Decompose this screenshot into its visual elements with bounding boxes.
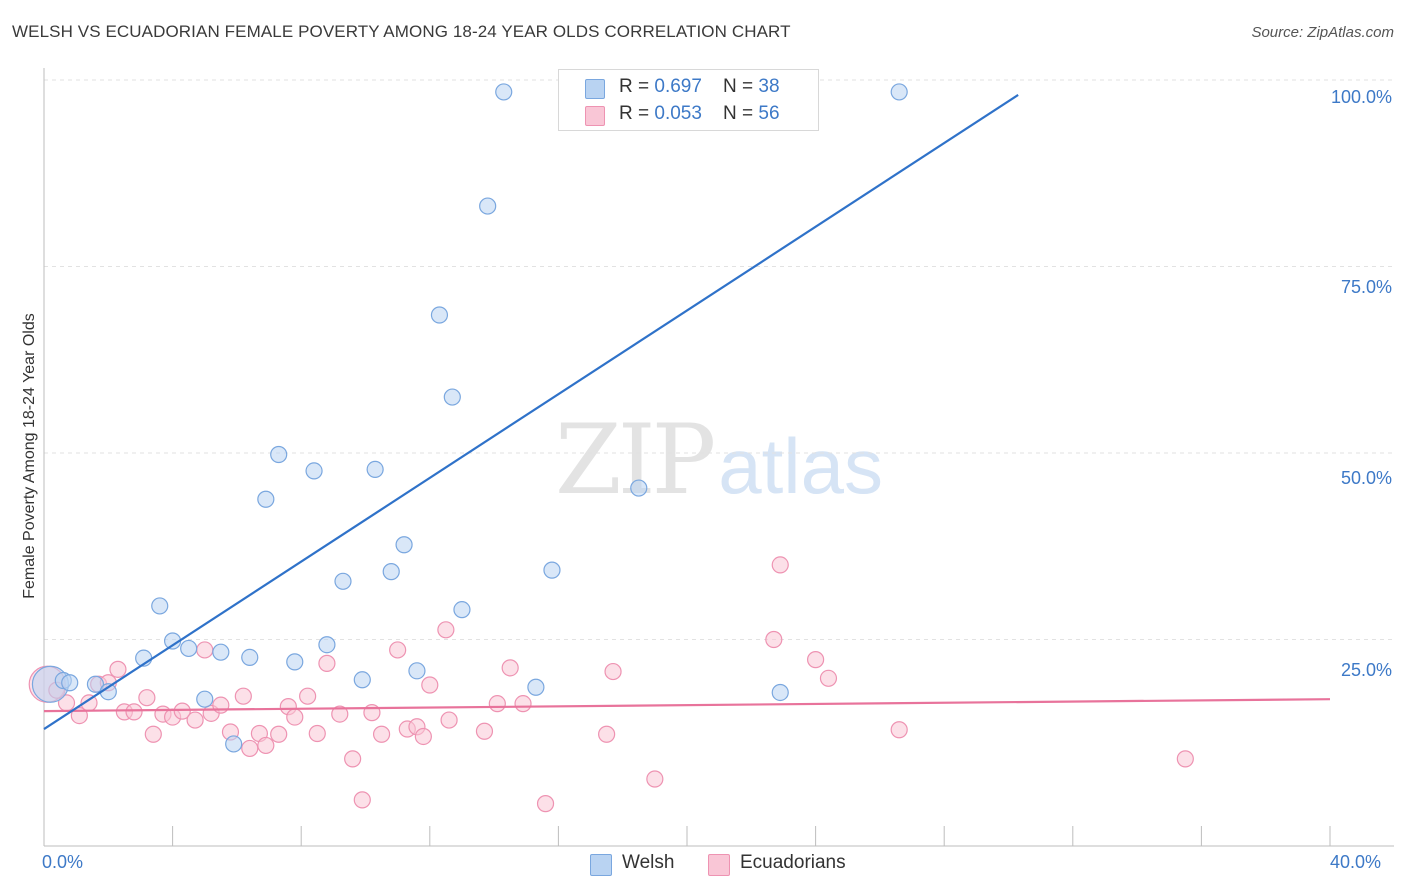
- point-welsh: [257, 490, 275, 508]
- watermark: ZIPatlas: [555, 404, 883, 516]
- point-ecuadorians: [318, 654, 336, 672]
- point-welsh: [318, 636, 336, 654]
- legend-welsh-r-value: 0.697: [654, 76, 702, 97]
- point-ecuadorians: [286, 708, 304, 726]
- point-ecuadorians: [440, 711, 458, 729]
- point-welsh: [479, 197, 497, 215]
- point-ecuadorians: [196, 641, 214, 659]
- point-ecuadorians: [241, 739, 259, 758]
- point-ecuadorians: [234, 687, 252, 705]
- legend-swatch-welsh: [585, 79, 605, 99]
- point-ecuadorians: [308, 724, 326, 743]
- point-ecuadorians: [299, 687, 317, 705]
- point-ecuadorians: [646, 770, 664, 788]
- point-ecuadorians: [1176, 750, 1194, 768]
- y-tick-label-50: 50.0%: [1340, 468, 1392, 488]
- point-welsh: [443, 388, 461, 406]
- point-welsh: [395, 536, 413, 554]
- point-ecuadorians: [109, 660, 127, 678]
- chart-title: WELSH VS ECUADORIAN FEMALE POVERTY AMONG…: [12, 22, 791, 41]
- point-welsh: [453, 601, 471, 619]
- point-welsh: [270, 445, 288, 464]
- point-ecuadorians: [173, 702, 191, 720]
- point-ecuadorians: [212, 696, 230, 714]
- point-ecuadorians: [890, 721, 908, 739]
- point-welsh: [225, 735, 243, 753]
- point-welsh: [196, 690, 214, 708]
- legend-ecu-r-value: 0.053: [654, 103, 702, 124]
- point-welsh: [366, 460, 384, 479]
- point-ecuadorians: [765, 630, 783, 649]
- legend-welsh-r-label: R =: [619, 76, 655, 97]
- point-welsh: [334, 572, 352, 590]
- legend-ecu-n-value: 56: [758, 103, 780, 124]
- point-ecuadorians: [488, 695, 506, 713]
- bottom-legend-swatch-welsh: [590, 854, 612, 876]
- point-welsh: [286, 653, 304, 671]
- point-ecuadorians: [270, 725, 288, 743]
- point-welsh: [771, 683, 789, 702]
- bottom-legend-label-welsh: Welsh: [622, 852, 675, 873]
- point-welsh: [353, 671, 371, 689]
- y-tick-label-25: 25.0%: [1340, 660, 1392, 680]
- point-welsh: [890, 83, 908, 101]
- point-welsh: [408, 662, 426, 680]
- watermark-zip: ZIP: [555, 404, 716, 516]
- trend-line-ecuadorians: [43, 698, 1331, 713]
- point-ecuadorians: [138, 689, 156, 707]
- point-welsh: [151, 597, 169, 615]
- point-ecuadorians: [437, 621, 455, 639]
- y-tick-label-100: 100.0%: [1330, 87, 1392, 107]
- watermark-atlas: atlas: [718, 422, 883, 510]
- point-ecuadorians: [806, 651, 825, 669]
- point-welsh: [430, 306, 449, 324]
- point-ecuadorians: [372, 725, 391, 743]
- point-ecuadorians: [257, 736, 275, 755]
- legend-ecu-r-label: R =: [619, 103, 655, 124]
- point-welsh: [61, 674, 79, 692]
- point-ecuadorians: [536, 795, 555, 813]
- trend-line-welsh: [43, 93, 1019, 730]
- legend: R = 0.697 N = 38 R = 0.053 N = 56: [558, 69, 819, 131]
- point-welsh: [180, 639, 198, 658]
- point-ecuadorians: [414, 727, 432, 746]
- point-ecuadorians: [604, 662, 622, 681]
- point-welsh: [241, 648, 259, 667]
- point-welsh: [382, 563, 400, 581]
- point-ecuadorians: [389, 641, 407, 659]
- point-welsh: [630, 479, 648, 497]
- y-axis-label: Female Poverty Among 18-24 Year Olds: [21, 313, 38, 599]
- point-ecuadorians: [331, 705, 349, 723]
- point-ecuadorians: [514, 695, 532, 713]
- point-welsh: [527, 678, 545, 696]
- point-ecuadorians: [819, 669, 838, 687]
- point-ecuadorians: [598, 725, 616, 743]
- point-ecuadorians: [501, 659, 519, 677]
- bottom-legend-label-ecuadorians: Ecuadorians: [740, 852, 846, 873]
- x-tick-label-max: 40.0%: [1330, 852, 1382, 872]
- legend-ecu-n-label: N =: [723, 103, 759, 124]
- point-ecuadorians: [125, 703, 143, 721]
- point-welsh: [86, 675, 105, 693]
- point-welsh: [212, 643, 230, 661]
- source-label: Source: ZipAtlas.com: [1251, 24, 1394, 41]
- legend-swatch-ecuadorians: [585, 106, 605, 126]
- point-ecuadorians: [421, 676, 439, 694]
- point-ecuadorians: [344, 750, 362, 768]
- legend-welsh-n-label: N =: [723, 76, 759, 97]
- legend-welsh-n-value: 38: [758, 76, 780, 97]
- point-welsh: [305, 462, 323, 480]
- bottom-legend-swatch-ecuadorians: [708, 854, 730, 876]
- point-ecuadorians: [186, 711, 204, 729]
- y-tick-label-75: 75.0%: [1340, 277, 1392, 297]
- point-ecuadorians: [771, 556, 789, 574]
- point-ecuadorians: [353, 791, 371, 809]
- point-welsh: [543, 561, 561, 579]
- point-ecuadorians: [475, 722, 494, 740]
- point-ecuadorians: [144, 725, 162, 743]
- point-welsh: [495, 83, 513, 101]
- x-tick-label-min: 0.0%: [42, 852, 84, 872]
